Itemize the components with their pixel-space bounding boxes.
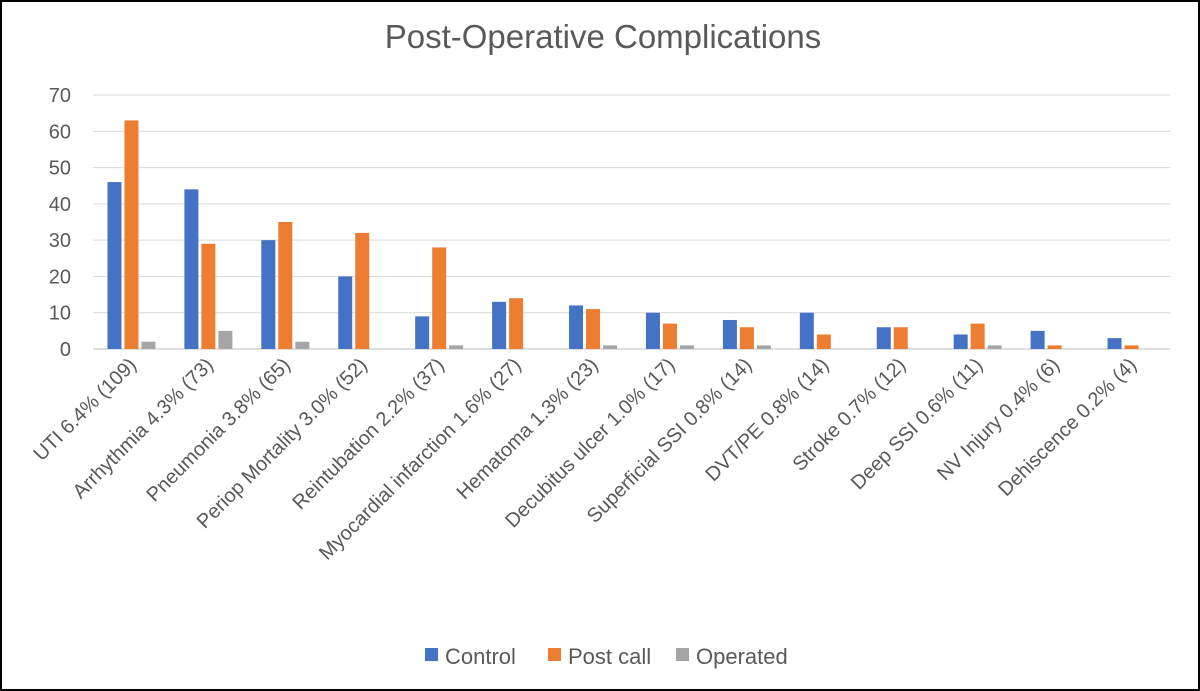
bar-control — [953, 334, 968, 349]
bar-operated — [987, 345, 1002, 349]
bar-control — [876, 327, 891, 349]
bar-control — [645, 312, 660, 349]
x-tick-label: Dehiscence 0.2% (4) — [994, 354, 1141, 501]
y-tick-label: 10 — [49, 303, 71, 325]
y-axis: 0 10 20 30 40 50 60 70 — [49, 85, 71, 361]
bar-operated — [679, 345, 694, 349]
x-tick-label: Reintubation 2.2% (37) — [288, 354, 448, 514]
bar-post-call — [662, 323, 677, 349]
bar-control — [1107, 338, 1122, 349]
bar-control — [415, 316, 430, 349]
bars — [107, 120, 1139, 350]
legend: Control Post call Operated — [425, 644, 788, 669]
bar-control — [261, 240, 276, 349]
bar-operated — [218, 330, 233, 349]
bar-operated — [756, 345, 771, 349]
bar-control — [569, 305, 584, 349]
gridlines — [93, 94, 1170, 350]
x-tick-label: Arrhythmia 4.3% (73) — [69, 354, 218, 503]
bar-post-call — [201, 243, 216, 349]
bar-post-call — [355, 232, 370, 349]
legend-label: Control — [445, 644, 516, 669]
y-tick-label: 40 — [49, 194, 71, 216]
bar-control — [722, 319, 737, 349]
chart-title: Post-Operative Complications — [385, 18, 822, 55]
y-tick-label: 60 — [49, 121, 71, 143]
bar-post-call — [1047, 345, 1062, 349]
bar-control — [338, 276, 353, 349]
bar-post-call — [278, 222, 293, 349]
bar-operated — [295, 341, 310, 349]
x-tick-label: Deep SSI 0.6% (11) — [847, 354, 987, 494]
bar-post-call — [509, 298, 524, 349]
bar-control — [799, 312, 814, 349]
bar-operated — [141, 341, 156, 349]
bar-post-call — [816, 334, 831, 349]
y-tick-label: 50 — [49, 158, 71, 180]
bar-control — [184, 189, 199, 349]
bar-post-call — [970, 323, 985, 349]
legend-swatch — [548, 648, 561, 661]
bar-post-call — [586, 309, 601, 349]
x-axis: UTI 6.4% (109)Arrhythmia 4.3% (73)Pneumo… — [30, 354, 1142, 564]
y-tick-label: 0 — [60, 339, 71, 361]
y-tick-label: 30 — [49, 230, 71, 252]
bar-post-call — [432, 247, 447, 349]
bar-post-call — [893, 327, 908, 349]
bar-control — [492, 301, 507, 349]
bar-operated — [449, 345, 464, 349]
bar-post-call — [124, 120, 139, 350]
y-tick-label: 20 — [49, 266, 71, 288]
bar-post-call — [739, 327, 754, 349]
bar-control — [107, 182, 122, 349]
legend-label: Post call — [568, 644, 651, 669]
y-tick-label: 70 — [49, 85, 71, 107]
legend-label: Operated — [696, 644, 788, 669]
legend-swatch — [425, 648, 438, 661]
x-tick-label: Pneumonia 3.8% (65) — [143, 354, 295, 506]
x-tick-label: Hematoma 1.3% (23) — [453, 354, 603, 504]
bar-control — [1030, 330, 1045, 349]
bar-operated — [603, 345, 618, 349]
bar-post-call — [1124, 345, 1139, 349]
legend-swatch — [676, 648, 689, 661]
